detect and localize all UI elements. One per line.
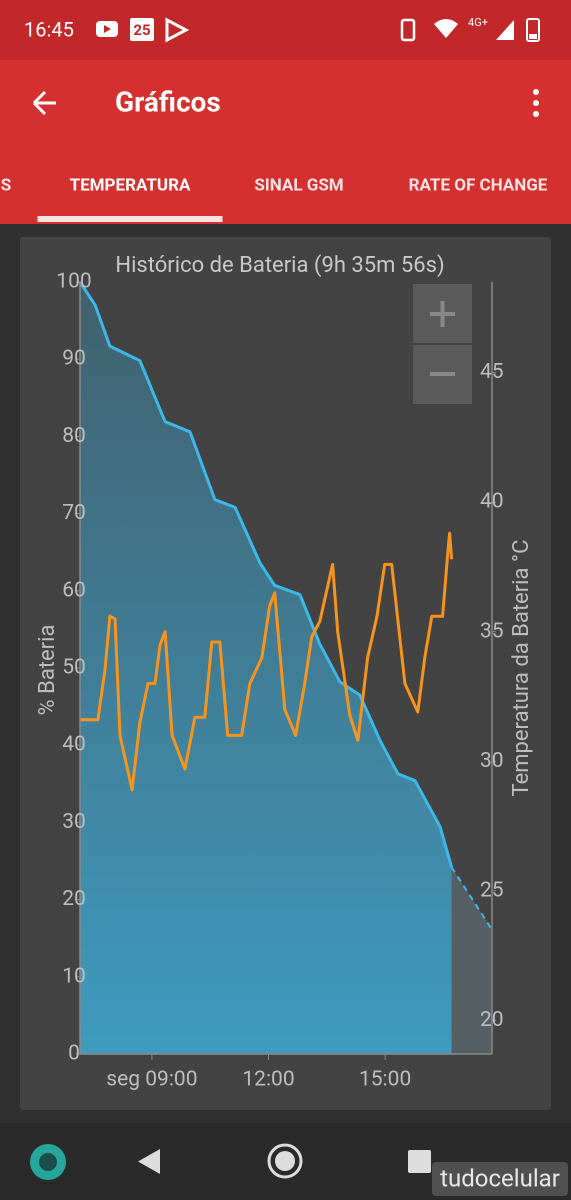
- y-tick-label: 90: [62, 347, 86, 371]
- app-title: Gráficos: [115, 85, 221, 118]
- tab[interactable]: SINAL GSM: [254, 175, 343, 195]
- series-line: [80, 531, 454, 792]
- y2-axis-label: Temperatura da Bateria °C: [509, 540, 534, 797]
- projection-fill: [451, 867, 492, 1054]
- x-tick-label: 15:00: [359, 1068, 411, 1092]
- clock: 16:45: [24, 17, 74, 41]
- y-tick-label: 40: [62, 733, 86, 757]
- back-arrow: [32, 90, 56, 116]
- home-dot: [275, 1151, 295, 1171]
- status-bar: [0, 0, 571, 60]
- y-tick-label: 80: [62, 424, 86, 448]
- app-bar: [0, 60, 571, 224]
- back-nav[interactable]: [138, 1149, 160, 1174]
- y2-tick-label: 25: [480, 878, 504, 902]
- home-ring: [267, 1143, 303, 1179]
- y-tick-label: 20: [62, 887, 86, 911]
- zoom-out-button[interactable]: [413, 345, 472, 404]
- home-nav[interactable]: [267, 1143, 303, 1179]
- y2-tick-label: 20: [480, 1008, 504, 1032]
- y-tick-label: 30: [62, 810, 86, 834]
- overflow-menu[interactable]: [533, 89, 539, 117]
- watermark: tudocelular: [440, 1164, 560, 1192]
- y-tick-label: 0: [68, 1042, 80, 1066]
- series-line: [78, 281, 454, 868]
- calendar-icon: [130, 18, 154, 41]
- calendar-badge: 25: [133, 21, 150, 39]
- recents-nav[interactable]: [408, 1150, 431, 1173]
- battery-level: [529, 34, 537, 39]
- signal-icon: [496, 20, 514, 40]
- zoom-in-button[interactable]: [413, 284, 472, 343]
- menu-dot: [533, 89, 539, 95]
- tab[interactable]: S: [1, 175, 11, 195]
- y2-tick-label: 45: [480, 360, 504, 384]
- tab-indicator: [37, 216, 223, 222]
- series-line: [450, 866, 493, 931]
- y-tick-label: 70: [62, 501, 86, 525]
- y2-tick-label: 30: [480, 749, 504, 773]
- plus-symbol: [430, 301, 455, 327]
- y2-tick-label: 40: [480, 490, 504, 514]
- y-tick-label: 60: [62, 578, 86, 602]
- y2-tick-label: 35: [480, 619, 504, 643]
- menu-dot: [533, 111, 539, 117]
- y-tick-label: 50: [62, 656, 86, 680]
- vibrate-icon: [400, 18, 416, 42]
- x-tick-label: 12:00: [242, 1068, 294, 1092]
- x-tick-label: seg 09:00: [106, 1068, 197, 1092]
- network-type: 4G+: [468, 16, 488, 29]
- assistant-inner: [39, 1153, 57, 1171]
- battery-icon: [526, 18, 540, 42]
- y-axis-label: % Bateria: [35, 625, 60, 716]
- wifi-icon: [434, 19, 458, 38]
- tab-bar: S TEMPERATURA SINAL GSM RATE OF CHANGE: [1, 175, 548, 222]
- tab[interactable]: TEMPERATURA: [70, 175, 191, 195]
- youtube-play: [104, 25, 111, 33]
- chart: 0 10 20 30 40 50 60 70 80 90 100 20 25 30 35 40 45 seg 09…: [35, 270, 534, 1092]
- chart-title: Histórico de Bateria (9h 35m 56s): [115, 253, 444, 278]
- watermark-bg: [432, 1162, 568, 1196]
- y-tick-label: 10: [62, 964, 86, 988]
- back-button[interactable]: [32, 90, 56, 116]
- assistant-button[interactable]: [30, 1144, 66, 1180]
- play-store-icon: [165, 17, 190, 43]
- area-fill: [80, 282, 452, 1054]
- tab[interactable]: RATE OF CHANGE: [409, 175, 548, 195]
- y-tick-label: 100: [56, 270, 91, 294]
- menu-dot: [533, 100, 539, 106]
